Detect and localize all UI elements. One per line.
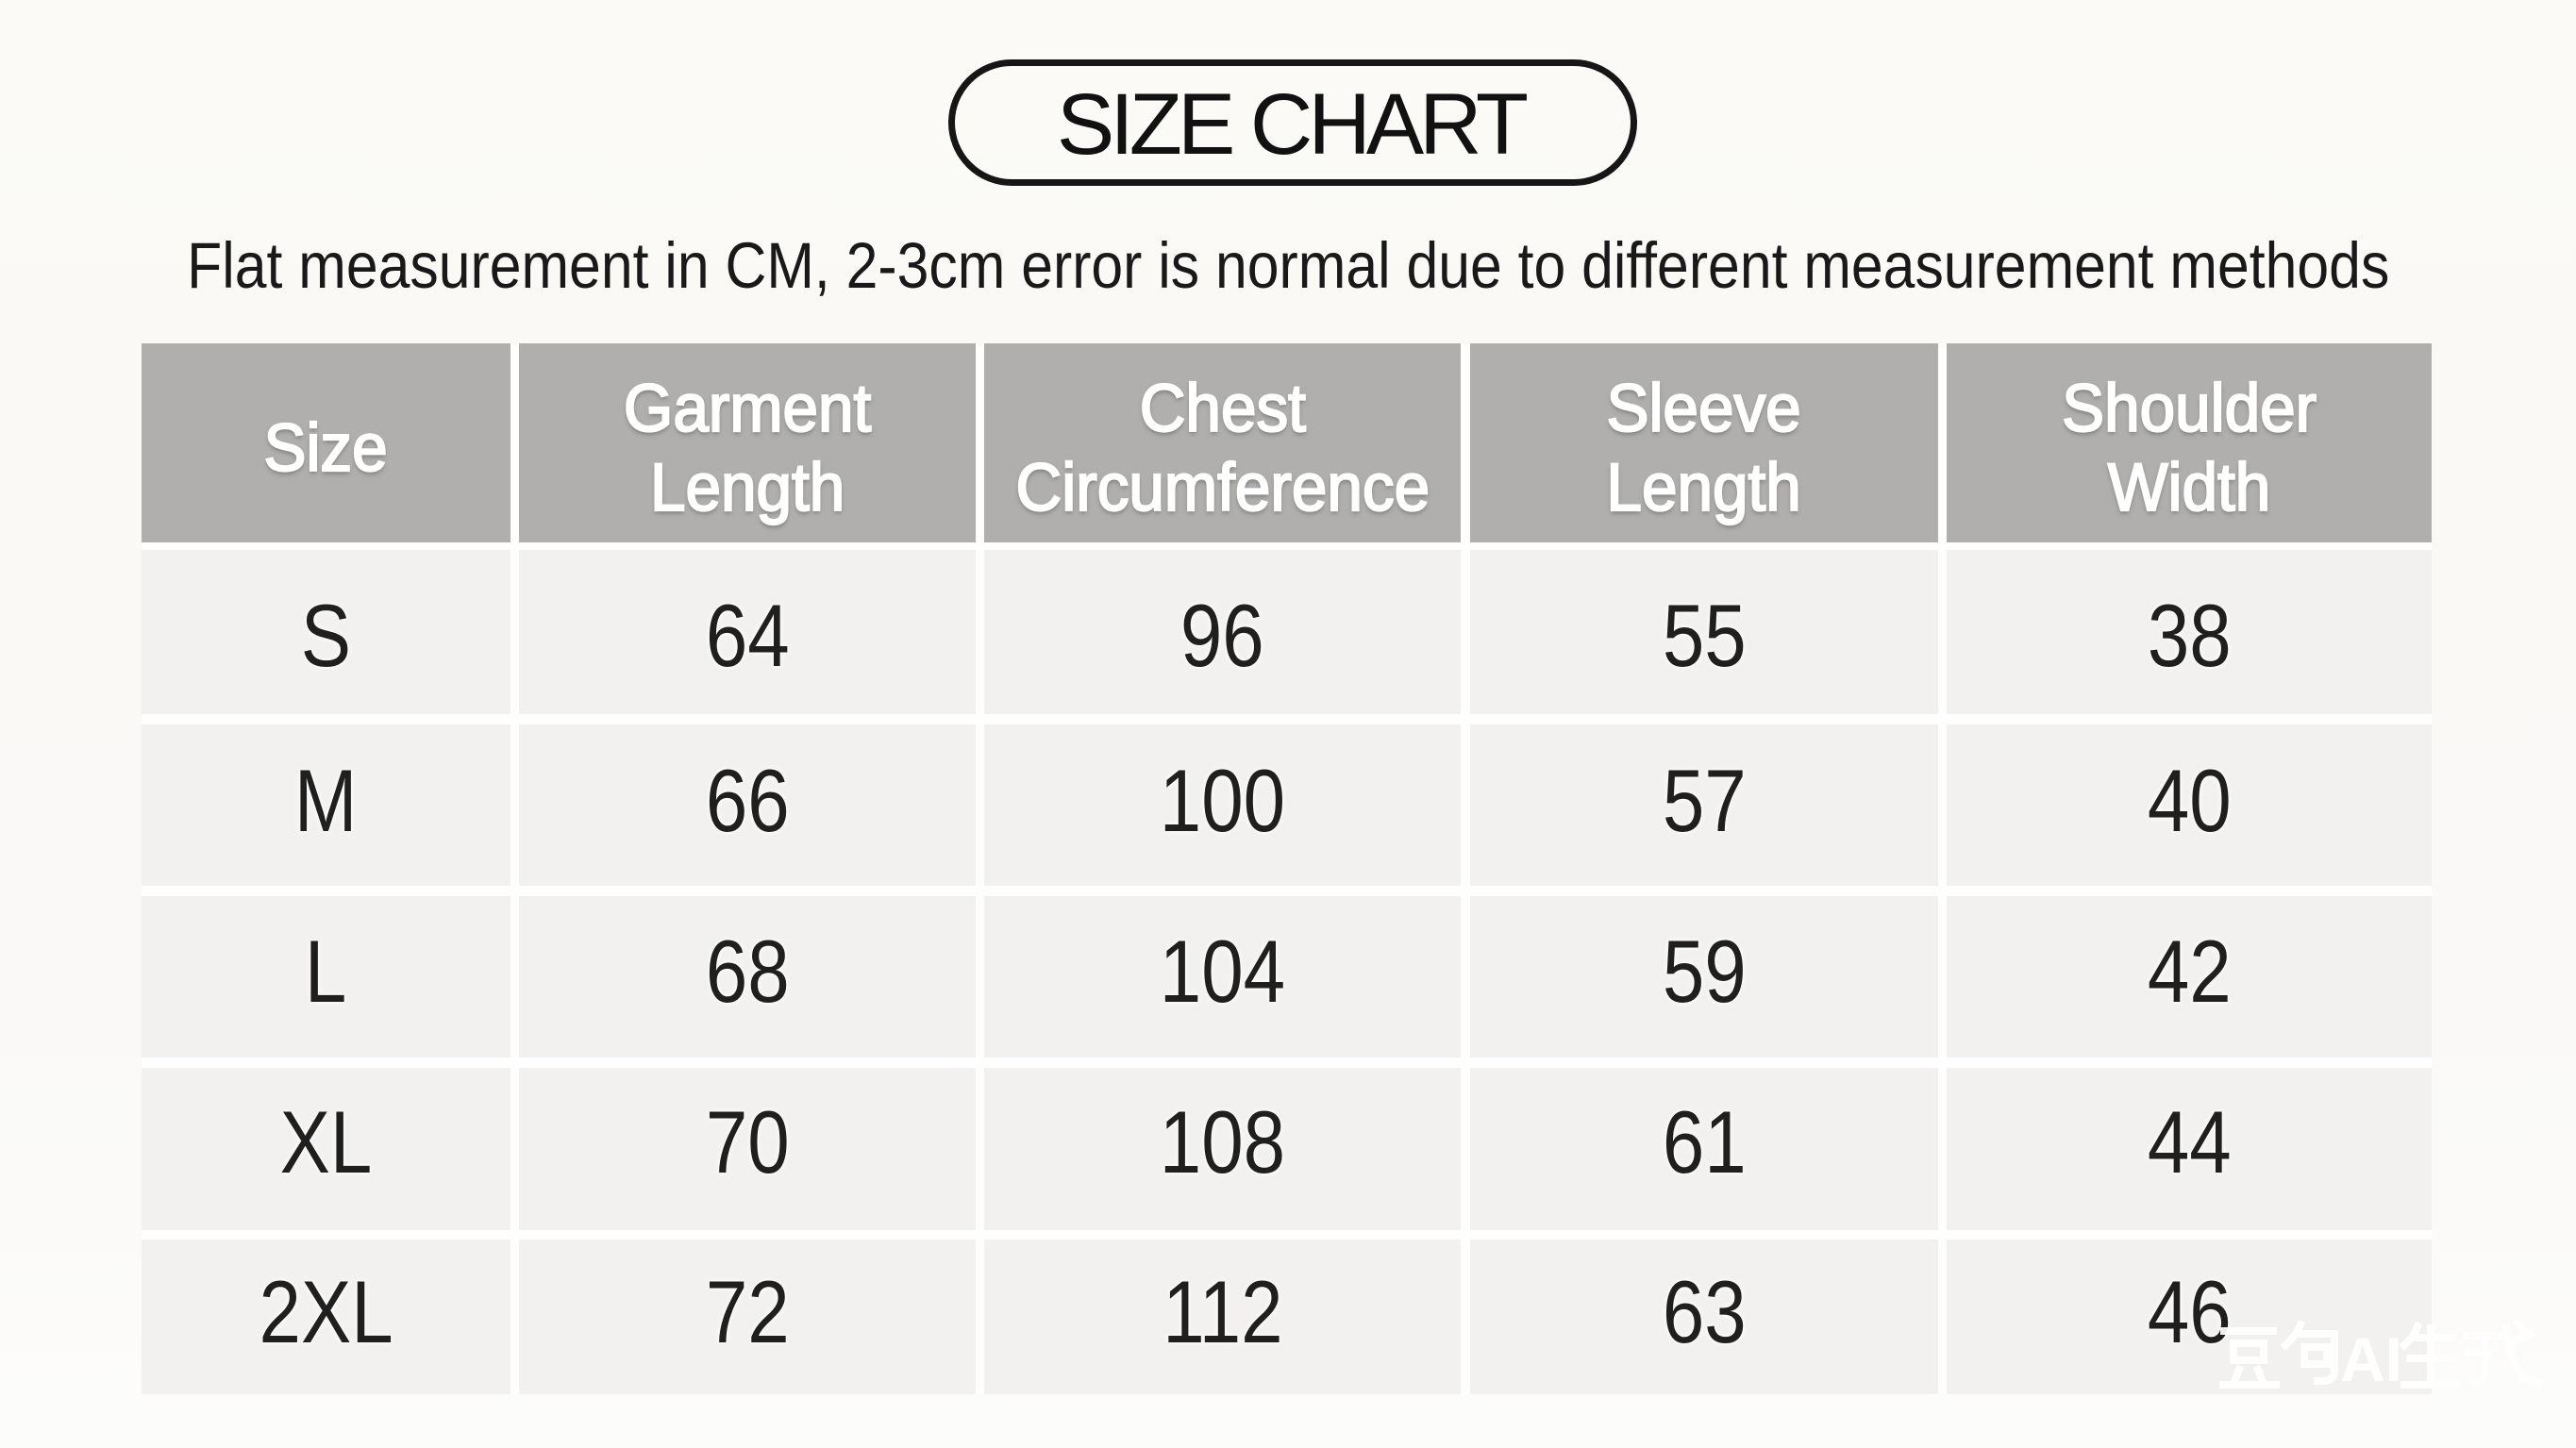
svg-text:AI: AI — [2340, 1324, 2402, 1392]
